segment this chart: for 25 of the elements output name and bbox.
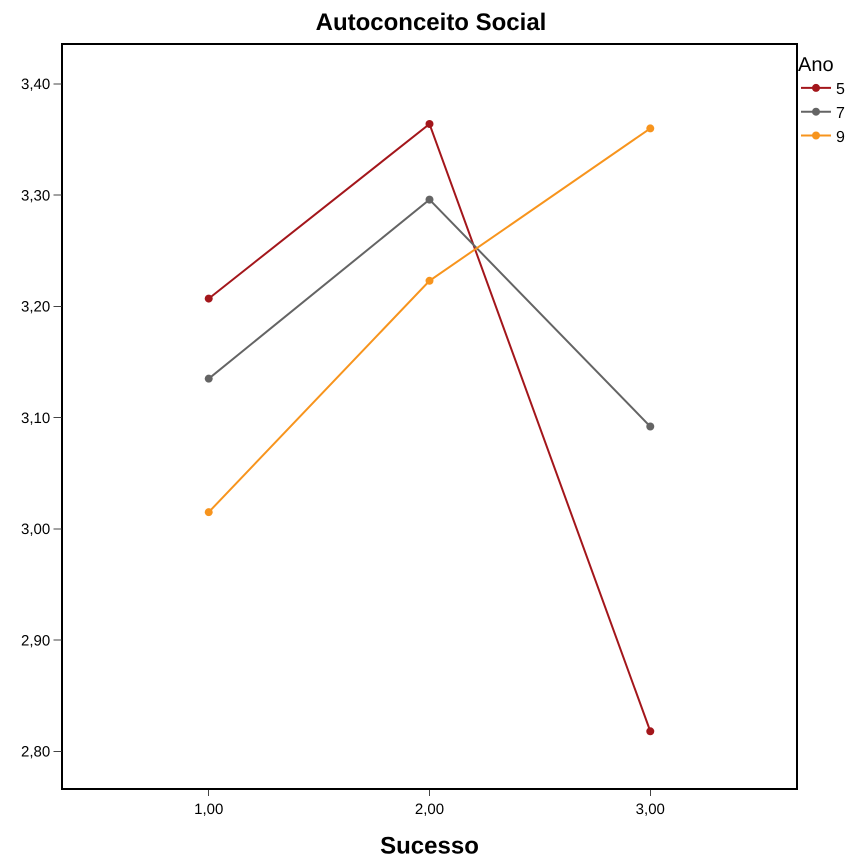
y-tick-label: 3,30 bbox=[21, 187, 50, 204]
y-tick-label: 3,00 bbox=[21, 521, 50, 538]
y-tick-label: 3,40 bbox=[21, 76, 50, 94]
point bbox=[204, 374, 213, 383]
y-tick-label: 2,80 bbox=[21, 744, 50, 761]
y-tick-label: 3,10 bbox=[21, 410, 50, 427]
point bbox=[646, 422, 654, 431]
point bbox=[646, 124, 654, 132]
point bbox=[426, 276, 434, 285]
y-tick-label: 3,20 bbox=[21, 298, 50, 316]
point bbox=[646, 727, 654, 736]
legend-title: Ano bbox=[798, 54, 834, 76]
x-tick-label: 3,00 bbox=[636, 800, 665, 818]
point bbox=[426, 196, 434, 204]
legend-label: 7 bbox=[836, 104, 845, 122]
point bbox=[204, 508, 213, 516]
x-axis-title: Sucesso bbox=[380, 832, 479, 860]
x-tick-label: 2,00 bbox=[414, 800, 444, 818]
y-tick-label: 2,90 bbox=[21, 632, 50, 650]
legend-label: 5 bbox=[836, 81, 845, 98]
point bbox=[204, 294, 213, 303]
legend-label: 9 bbox=[836, 128, 845, 146]
chart-title: Autoconceito Social bbox=[316, 8, 546, 36]
point bbox=[426, 120, 434, 128]
x-tick-label: 1,00 bbox=[194, 800, 224, 818]
